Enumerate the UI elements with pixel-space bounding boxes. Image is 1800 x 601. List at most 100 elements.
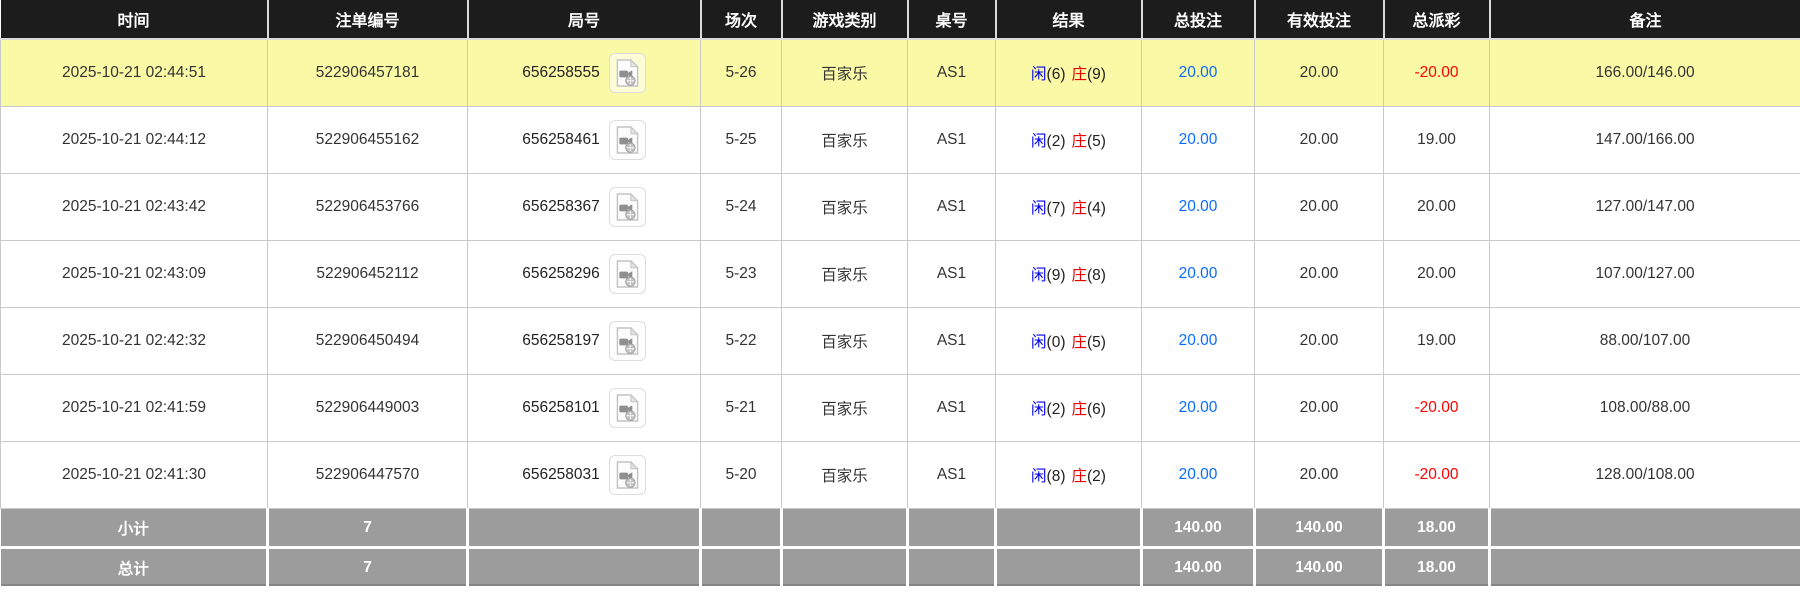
cell-round-id: 656258555 xyxy=(467,38,701,107)
table-row[interactable]: 2025-10-21 02:43:09 522906452112 656258296… xyxy=(0,240,1800,308)
cell-remark: 166.00/146.00 xyxy=(1489,38,1800,107)
cell-session: 5-26 xyxy=(700,38,782,107)
result-player-label: 闲 xyxy=(1031,66,1047,83)
result-player-label: 闲 xyxy=(1031,267,1047,284)
footer-empty-session xyxy=(699,508,783,549)
result-player-label: 闲 xyxy=(1031,133,1047,150)
footer-empty-round xyxy=(466,546,702,589)
cell-payout: 19.00 xyxy=(1383,106,1490,174)
cell-remark: 88.00/107.00 xyxy=(1489,307,1800,375)
video-replay-button[interactable] xyxy=(608,388,646,428)
cell-remark: 147.00/166.00 xyxy=(1489,106,1800,174)
table-row[interactable]: 2025-10-21 02:44:12 522906455162 656258461… xyxy=(0,106,1800,174)
col-header-bet-id: 注单编号 xyxy=(266,0,469,40)
cell-total-bet: 20.00 xyxy=(1141,240,1255,308)
cell-bet-id: 522906455162 xyxy=(267,106,468,174)
cell-table-no: AS1 xyxy=(907,307,996,375)
video-replay-button[interactable] xyxy=(608,321,646,361)
footer-empty-session xyxy=(699,546,783,589)
result-banker-score: (5) xyxy=(1087,334,1106,351)
footer-empty-game-type xyxy=(780,546,909,589)
round-id-value: 656258555 xyxy=(522,64,600,81)
cell-payout: -20.00 xyxy=(1383,38,1490,107)
video-file-icon xyxy=(616,125,639,154)
footer-empty-game-type xyxy=(780,508,909,549)
result-banker-score: (2) xyxy=(1087,468,1106,485)
cell-payout: 20.00 xyxy=(1383,240,1490,308)
total-row: 总计 7 140.00 140.00 18.00 xyxy=(0,546,1800,589)
cell-total-bet: 20.00 xyxy=(1141,307,1255,375)
result-banker-label: 庄 xyxy=(1071,334,1088,351)
result-player-label: 闲 xyxy=(1031,468,1047,485)
cell-result: 闲(8) 庄(2) xyxy=(995,441,1142,509)
cell-bet-id: 522906452112 xyxy=(267,240,468,308)
round-id-value: 656258296 xyxy=(522,265,600,282)
cell-round-id: 656258197 xyxy=(467,307,701,375)
cell-payout: -20.00 xyxy=(1383,374,1490,442)
cell-time: 2025-10-21 02:42:32 xyxy=(0,307,268,375)
round-id-wrapper: 656258197 xyxy=(468,321,700,361)
col-header-session: 场次 xyxy=(699,0,783,40)
footer-payout: 18.00 xyxy=(1382,508,1491,549)
round-id-value: 656258461 xyxy=(522,131,600,148)
result-player-score: (2) xyxy=(1046,401,1066,418)
footer-empty-remark xyxy=(1488,546,1800,589)
cell-remark: 107.00/127.00 xyxy=(1489,240,1800,308)
video-file-icon xyxy=(616,259,639,288)
cell-valid-bet: 20.00 xyxy=(1254,441,1384,509)
col-header-payout: 总派彩 xyxy=(1382,0,1491,40)
result-banker-label: 庄 xyxy=(1071,200,1088,217)
table-row[interactable]: 2025-10-21 02:44:51 522906457181 656258555… xyxy=(0,38,1800,107)
cell-session: 5-22 xyxy=(700,307,782,375)
footer-empty-result xyxy=(994,508,1143,549)
cell-total-bet: 20.00 xyxy=(1141,173,1255,241)
round-id-wrapper: 656258101 xyxy=(468,388,700,428)
cell-session: 5-24 xyxy=(700,173,782,241)
cell-table-no: AS1 xyxy=(907,240,996,308)
col-header-time: 时间 xyxy=(0,0,269,40)
cell-round-id: 656258367 xyxy=(467,173,701,241)
result-banker-label: 庄 xyxy=(1071,401,1088,418)
round-id-value: 656258031 xyxy=(522,466,600,483)
video-file-icon xyxy=(616,460,639,489)
video-replay-button[interactable] xyxy=(608,120,646,160)
cell-remark: 108.00/88.00 xyxy=(1489,374,1800,442)
cell-valid-bet: 20.00 xyxy=(1254,106,1384,174)
cell-payout: -20.00 xyxy=(1383,441,1490,509)
cell-time: 2025-10-21 02:43:09 xyxy=(0,240,268,308)
table-row[interactable]: 2025-10-21 02:41:30 522906447570 656258031… xyxy=(0,441,1800,509)
cell-table-no: AS1 xyxy=(907,38,996,107)
cell-session: 5-20 xyxy=(700,441,782,509)
footer-empty-remark xyxy=(1488,508,1800,549)
video-replay-button[interactable] xyxy=(608,254,646,294)
footer-label: 总计 xyxy=(0,546,269,589)
cell-table-no: AS1 xyxy=(907,173,996,241)
video-file-icon xyxy=(616,58,639,87)
cell-time: 2025-10-21 02:41:59 xyxy=(0,374,268,442)
cell-round-id: 656258101 xyxy=(467,374,701,442)
cell-time: 2025-10-21 02:44:51 xyxy=(0,38,268,107)
cell-result: 闲(2) 庄(5) xyxy=(995,106,1142,174)
footer-empty-result xyxy=(994,546,1143,589)
cell-bet-id: 522906457181 xyxy=(267,38,468,107)
round-id-wrapper: 656258555 xyxy=(468,53,700,93)
table-row[interactable]: 2025-10-21 02:42:32 522906450494 656258197… xyxy=(0,307,1800,375)
video-replay-button[interactable] xyxy=(608,187,646,227)
round-id-wrapper: 656258031 xyxy=(468,455,700,495)
cell-game-type: 百家乐 xyxy=(781,106,908,174)
cell-round-id: 656258461 xyxy=(467,106,701,174)
col-header-game-type: 游戏类别 xyxy=(780,0,909,40)
table-row[interactable]: 2025-10-21 02:41:59 522906449003 656258101… xyxy=(0,374,1800,442)
col-header-round-id: 局号 xyxy=(466,0,702,40)
result-banker-label: 庄 xyxy=(1071,66,1088,83)
cell-payout: 19.00 xyxy=(1383,307,1490,375)
video-file-icon xyxy=(616,393,639,422)
video-replay-button[interactable] xyxy=(608,53,646,93)
footer-count: 7 xyxy=(266,508,469,549)
result-banker-score: (5) xyxy=(1087,133,1106,150)
result-player-score: (9) xyxy=(1046,267,1066,284)
table-row[interactable]: 2025-10-21 02:43:42 522906453766 656258367… xyxy=(0,173,1800,241)
result-banker-score: (4) xyxy=(1087,200,1106,217)
video-replay-button[interactable] xyxy=(608,455,646,495)
